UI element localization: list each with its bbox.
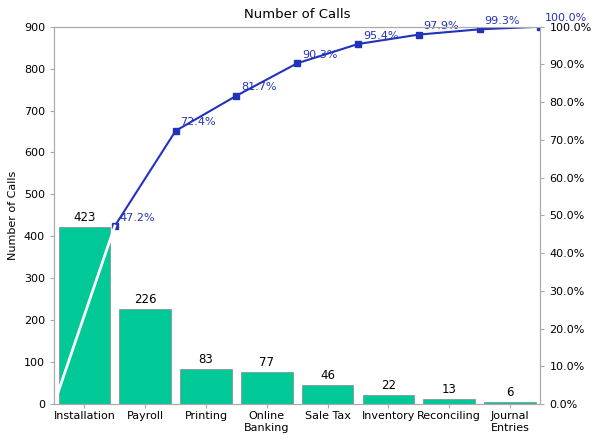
Text: 47.2%: 47.2% xyxy=(119,213,155,223)
Bar xyxy=(362,395,414,404)
Text: 97.9%: 97.9% xyxy=(424,21,459,31)
Bar xyxy=(484,402,536,404)
Bar xyxy=(302,385,353,404)
Text: 226: 226 xyxy=(134,293,157,306)
Bar xyxy=(119,309,171,404)
Text: 423: 423 xyxy=(73,211,95,224)
Title: Number of Calls: Number of Calls xyxy=(244,8,350,21)
Bar xyxy=(241,372,293,404)
Text: 90.3%: 90.3% xyxy=(302,50,337,60)
Text: 22: 22 xyxy=(381,379,396,392)
Text: 100.0%: 100.0% xyxy=(545,13,587,23)
Text: 99.3%: 99.3% xyxy=(484,16,520,26)
Bar xyxy=(180,369,232,404)
Text: 13: 13 xyxy=(442,383,457,396)
Text: 77: 77 xyxy=(259,356,274,369)
Bar xyxy=(59,227,110,404)
Text: 83: 83 xyxy=(199,353,214,366)
Text: 72.4%: 72.4% xyxy=(181,117,216,127)
Text: 46: 46 xyxy=(320,369,335,382)
Bar xyxy=(424,399,475,404)
Y-axis label: Number of Calls: Number of Calls xyxy=(8,171,19,260)
Text: 95.4%: 95.4% xyxy=(363,31,398,41)
Text: 81.7%: 81.7% xyxy=(241,82,277,92)
Text: 6: 6 xyxy=(506,386,514,399)
